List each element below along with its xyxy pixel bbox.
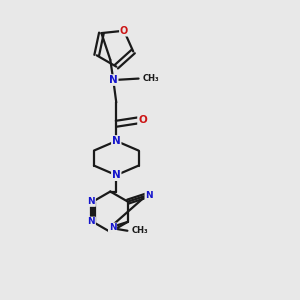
Text: N: N bbox=[109, 223, 116, 232]
Text: N: N bbox=[88, 217, 95, 226]
Text: N: N bbox=[112, 170, 121, 180]
Text: O: O bbox=[138, 115, 147, 125]
Text: N: N bbox=[109, 75, 118, 85]
Text: O: O bbox=[120, 26, 128, 36]
Text: CH₃: CH₃ bbox=[132, 226, 148, 235]
Text: CH₃: CH₃ bbox=[143, 74, 160, 83]
Text: N: N bbox=[112, 136, 121, 146]
Text: N: N bbox=[145, 191, 153, 200]
Text: N: N bbox=[88, 197, 95, 206]
